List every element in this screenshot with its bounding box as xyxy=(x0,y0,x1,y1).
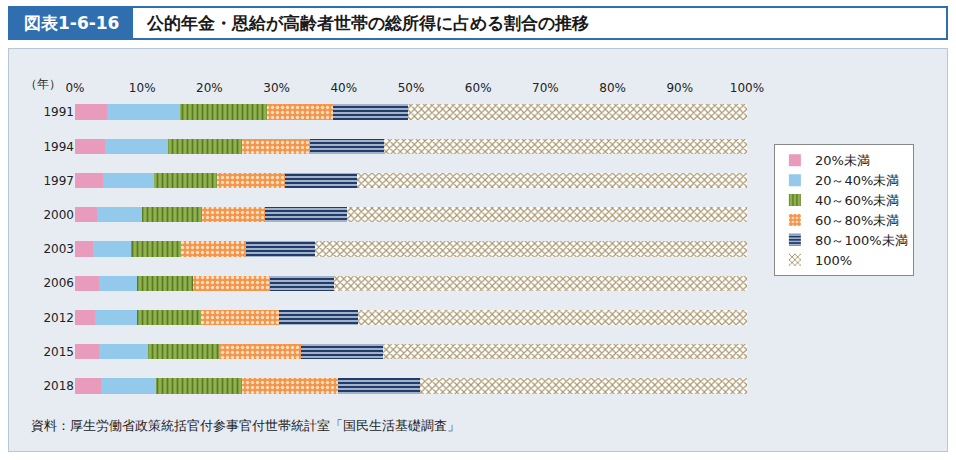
svg-text:2003: 2003 xyxy=(43,242,74,256)
html-text:図表1-6-16: 図表1-6-16 xyxy=(24,12,120,33)
svg-text:30%: 30% xyxy=(263,81,290,95)
svg-text:2015: 2015 xyxy=(43,345,74,359)
svg-text:20%: 20% xyxy=(196,81,223,95)
svg-text:100%: 100% xyxy=(730,81,764,95)
html-text:資料：厚生労働省政策統括官付参事官付世帯統計室「国民生活基礎: 資料：厚生労働省政策統括官付参事官付世帯統計室「国民生活基礎調査」 xyxy=(31,418,460,433)
svg-text:60%: 60% xyxy=(465,81,492,95)
svg-text:20%未満: 20%未満 xyxy=(815,153,870,168)
svg-text:50%: 50% xyxy=(398,81,425,95)
svg-text:40～60%未満: 40～60%未満 xyxy=(815,193,899,208)
svg-text:0%: 0% xyxy=(65,81,84,95)
svg-text:80%: 80% xyxy=(599,81,626,95)
svg-text:60～80%未満: 60～80%未満 xyxy=(815,213,899,228)
svg-text:70%: 70% xyxy=(532,81,559,95)
svg-text:1994: 1994 xyxy=(43,140,74,154)
svg-text:100%: 100% xyxy=(815,253,852,268)
svg-text:2006: 2006 xyxy=(43,276,74,290)
svg-text:90%: 90% xyxy=(666,81,693,95)
svg-text:10%: 10% xyxy=(129,81,156,95)
svg-text:1991: 1991 xyxy=(43,105,74,119)
svg-text:1997: 1997 xyxy=(43,174,74,188)
svg-text:2018: 2018 xyxy=(43,379,74,393)
svg-text:2012: 2012 xyxy=(43,311,74,325)
svg-text:40%: 40% xyxy=(330,81,357,95)
html-text:公的年金・恩給が高齢者世帯の総所得に占める割合の推移: 公的年金・恩給が高齢者世帯の総所得に占める割合の推移 xyxy=(147,12,590,33)
svg-text:（年）: （年） xyxy=(25,77,61,91)
svg-text:2000: 2000 xyxy=(43,208,74,222)
svg-text:20～40%未満: 20～40%未満 xyxy=(815,173,899,188)
svg-text:80～100%未満: 80～100%未満 xyxy=(815,233,908,248)
